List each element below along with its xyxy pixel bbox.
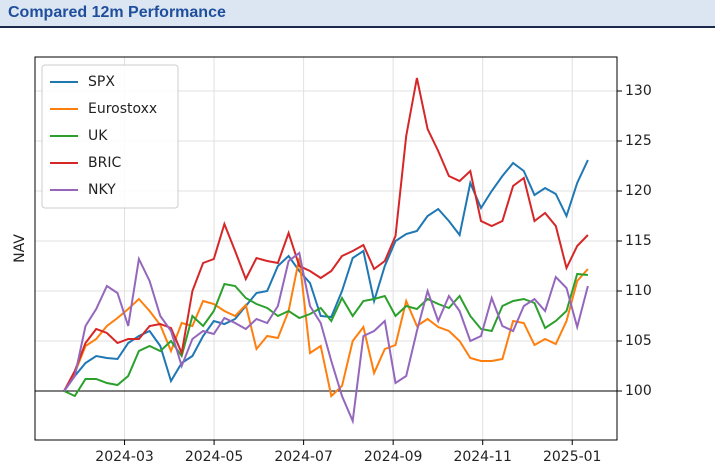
legend-label: BRIC bbox=[88, 155, 121, 171]
legend-label: UK bbox=[88, 128, 108, 144]
y-axis-label: NAV bbox=[12, 234, 28, 263]
y-tick-label: 120 bbox=[625, 183, 652, 199]
series-line bbox=[63, 251, 589, 425]
x-tick-label: 2025-01 bbox=[543, 449, 602, 465]
series-line bbox=[63, 159, 589, 392]
x-tick-label: 2024-07 bbox=[274, 449, 333, 465]
series-line bbox=[63, 257, 589, 398]
y-tick-label: 125 bbox=[625, 133, 652, 149]
y-tick-label: 130 bbox=[625, 83, 652, 99]
x-tick-label: 2024-09 bbox=[364, 449, 423, 465]
series-line bbox=[63, 272, 588, 398]
legend-box bbox=[41, 64, 179, 209]
legend-label: Eurostoxx bbox=[88, 101, 157, 117]
y-tick-label: 100 bbox=[625, 383, 652, 399]
x-tick-label: 2024-11 bbox=[453, 449, 512, 465]
plot-frame bbox=[34, 56, 618, 441]
x-tick-label: 2024-05 bbox=[185, 449, 244, 465]
y-tick-label: 110 bbox=[625, 283, 652, 299]
legend-label: SPX bbox=[88, 74, 115, 90]
series-line bbox=[63, 77, 589, 392]
legend-label: NKY bbox=[88, 182, 116, 198]
x-tick-label: 2024-03 bbox=[95, 449, 154, 465]
header: Compared 12m Performance bbox=[0, 0, 715, 28]
header-title: Compared 12m Performance bbox=[8, 4, 226, 21]
y-tick-label: 115 bbox=[625, 233, 652, 249]
y-tick-label: 105 bbox=[625, 333, 652, 349]
